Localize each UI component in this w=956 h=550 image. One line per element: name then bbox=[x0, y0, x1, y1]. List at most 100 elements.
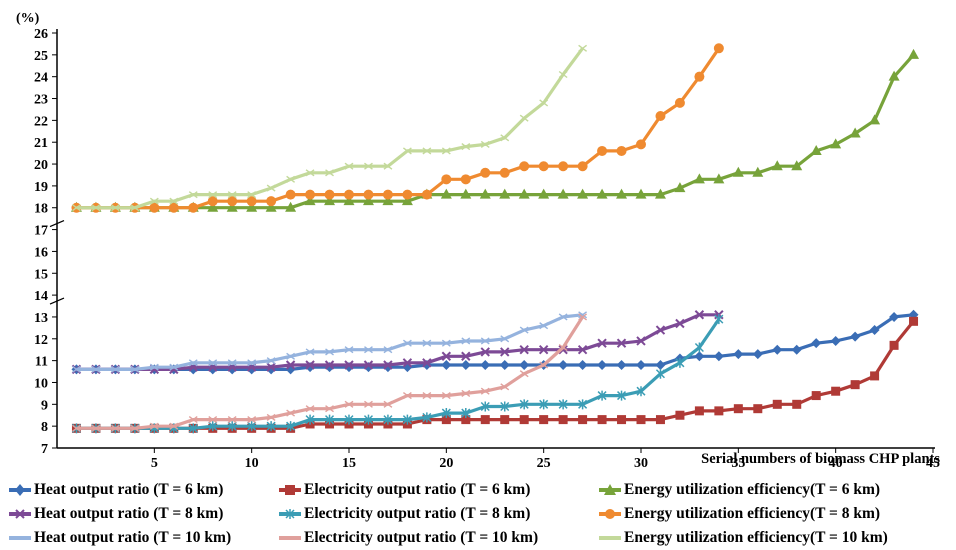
data-point bbox=[402, 147, 412, 155]
data-point bbox=[539, 99, 549, 107]
data-point bbox=[538, 161, 549, 172]
data-point bbox=[675, 357, 685, 368]
data-point bbox=[382, 189, 393, 200]
data-point bbox=[519, 345, 529, 355]
data-point bbox=[655, 415, 665, 425]
data-point bbox=[733, 349, 744, 360]
data-point bbox=[714, 314, 724, 325]
data-point bbox=[188, 416, 198, 424]
legend-item-electricity-10km: Electricity output ratio (T = 10 km) bbox=[278, 526, 538, 550]
data-point bbox=[850, 380, 860, 390]
legend-item-heat-6km: Heat output ratio (T = 6 km) bbox=[8, 478, 223, 502]
data-point bbox=[227, 191, 237, 199]
data-point bbox=[208, 421, 218, 432]
data-point bbox=[850, 331, 861, 342]
data-point bbox=[441, 392, 451, 400]
data-point bbox=[402, 189, 413, 200]
data-point bbox=[772, 399, 782, 409]
data-point bbox=[870, 371, 880, 381]
data-point bbox=[713, 43, 724, 54]
data-point bbox=[246, 196, 257, 207]
data-point bbox=[402, 414, 412, 425]
data-point bbox=[383, 162, 393, 170]
data-point bbox=[733, 404, 743, 414]
data-point bbox=[831, 386, 841, 396]
data-point bbox=[286, 175, 296, 183]
y-tick-label: 24 bbox=[34, 71, 48, 86]
y-tick-label: 16 bbox=[34, 245, 48, 260]
data-point bbox=[909, 316, 919, 326]
data-point bbox=[596, 188, 608, 199]
legend-cross-marker-icon bbox=[9, 509, 31, 519]
data-point bbox=[500, 134, 510, 142]
data-point bbox=[305, 405, 315, 413]
legend-label: Energy utilization efficiency(T = 8 km) bbox=[624, 505, 881, 522]
data-point bbox=[247, 416, 257, 424]
data-point bbox=[500, 335, 510, 343]
data-point bbox=[188, 359, 198, 367]
series-line-4 bbox=[76, 313, 719, 371]
legend-line-marker-icon bbox=[279, 536, 301, 540]
data-point bbox=[578, 44, 588, 52]
x-tick-label: 10 bbox=[245, 456, 259, 470]
y-tick-label: 19 bbox=[34, 180, 48, 195]
data-point bbox=[480, 401, 490, 412]
data-point bbox=[771, 160, 783, 171]
data-point bbox=[461, 415, 471, 425]
data-point bbox=[247, 359, 257, 367]
axis-break-mark bbox=[49, 220, 65, 228]
data-point bbox=[266, 196, 277, 207]
data-point bbox=[441, 351, 452, 361]
data-point bbox=[226, 201, 238, 212]
data-point bbox=[636, 139, 646, 150]
data-point bbox=[675, 410, 685, 420]
y-tick-label: 26 bbox=[34, 27, 48, 42]
data-point bbox=[578, 313, 588, 321]
data-point bbox=[480, 140, 490, 148]
data-point bbox=[811, 391, 821, 401]
data-point bbox=[266, 413, 276, 421]
legend-star-marker-icon bbox=[279, 509, 301, 519]
data-point bbox=[655, 111, 666, 121]
legend-label: Energy utilization efficiency(T = 6 km) bbox=[624, 481, 881, 498]
data-point bbox=[363, 189, 374, 200]
data-point bbox=[149, 197, 159, 205]
data-point bbox=[578, 311, 588, 319]
data-point bbox=[422, 392, 432, 400]
y-tick-label: 13 bbox=[34, 311, 48, 326]
data-point bbox=[441, 339, 451, 347]
data-point bbox=[519, 415, 529, 425]
data-point bbox=[655, 368, 665, 379]
data-point bbox=[636, 415, 646, 425]
data-point bbox=[889, 311, 900, 322]
data-point bbox=[422, 358, 432, 368]
legend-line-marker-icon bbox=[599, 536, 621, 540]
legend-label: Heat output ratio (T = 10 km) bbox=[34, 529, 232, 546]
data-point bbox=[539, 399, 549, 410]
data-point bbox=[636, 360, 646, 370]
data-point bbox=[344, 414, 354, 425]
data-point bbox=[304, 195, 316, 206]
data-point bbox=[285, 201, 297, 212]
data-point bbox=[558, 399, 568, 410]
data-point bbox=[441, 415, 451, 425]
data-point bbox=[830, 138, 842, 149]
data-point bbox=[713, 173, 725, 184]
data-point bbox=[460, 174, 471, 185]
data-point bbox=[674, 97, 685, 108]
data-point bbox=[616, 188, 628, 199]
data-point bbox=[208, 416, 218, 424]
data-point bbox=[674, 182, 686, 193]
data-point bbox=[305, 189, 316, 200]
data-point bbox=[460, 188, 472, 199]
legend-label: Energy utilization efficiency(T = 10 km) bbox=[624, 529, 888, 546]
legend-square-marker-icon bbox=[279, 485, 301, 495]
data-point bbox=[130, 204, 140, 212]
data-point bbox=[461, 337, 471, 345]
data-point bbox=[110, 365, 120, 373]
x-tick-label: 40 bbox=[829, 456, 843, 470]
legend-label: Heat output ratio (T = 6 km) bbox=[34, 481, 224, 498]
data-point bbox=[402, 339, 412, 347]
data-point bbox=[208, 191, 218, 199]
series-line-3 bbox=[76, 53, 915, 210]
